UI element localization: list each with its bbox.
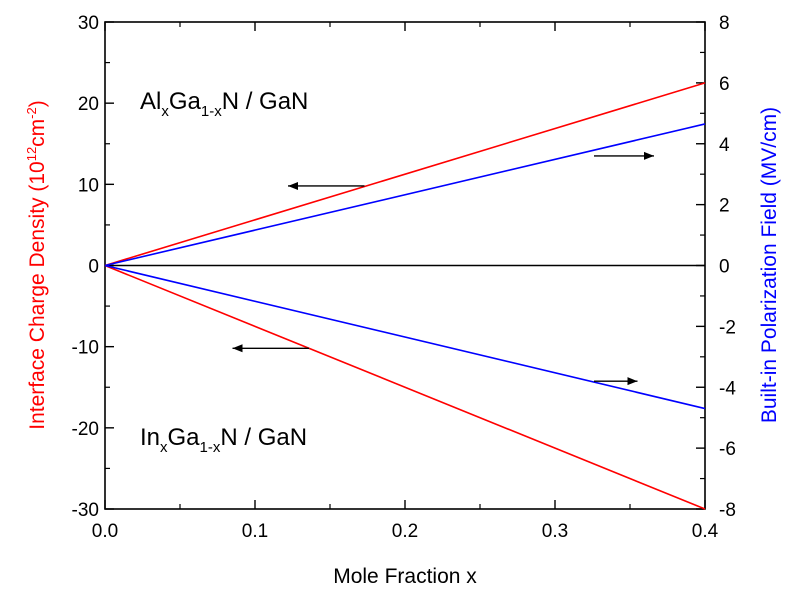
arrow-head-3 — [232, 344, 243, 353]
y-left-tick-label: 10 — [78, 175, 99, 196]
annotation-algan: AlxGa1-xN / GaN — [140, 88, 308, 120]
y-right-tick-label: -4 — [719, 378, 736, 399]
y-left-tick-label: -10 — [72, 338, 99, 359]
y-left-axis-title: Interface Charge Density (1012cm-2) — [24, 100, 49, 430]
x-axis-title: Mole Fraction x — [333, 565, 477, 588]
y-left-tick-label: 0 — [88, 257, 99, 278]
series-line-3 — [104, 264, 706, 510]
y-left-tick-label: -20 — [72, 419, 99, 440]
arrow-head-2 — [644, 151, 654, 160]
y-right-tick-label: -2 — [719, 317, 736, 338]
y-left-tick-labels: 30 20 10 0 -10 -20 -30 — [72, 13, 99, 521]
arrows-group — [232, 151, 654, 386]
series-line-2 — [104, 123, 706, 267]
arrow-head-4 — [627, 377, 638, 386]
y-right-tick-label: 4 — [719, 135, 730, 156]
y-right-tick-label: 2 — [719, 196, 730, 217]
arrow-head-1 — [288, 181, 298, 190]
y-right-tick-labels: 8 6 4 2 0 -2 -4 -6 -8 — [719, 13, 736, 521]
x-tick-label: 0.2 — [392, 521, 418, 542]
y-right-tick-label: 8 — [719, 13, 730, 34]
series-group — [104, 82, 706, 510]
y-right-tick-label: -6 — [719, 439, 736, 460]
x-tick-label: 0.0 — [92, 521, 118, 542]
x-tick-label: 0.4 — [692, 521, 719, 542]
x-tick-label: 0.1 — [242, 521, 268, 542]
x-tick-label: 0.3 — [542, 521, 568, 542]
x-tick-labels: 0.0 0.1 0.2 0.3 0.4 — [92, 521, 719, 542]
annotation-ingan: InxGa1-xN / GaN — [140, 424, 307, 456]
y-right-axis-title: Built-in Polarization Field (MV/cm) — [758, 107, 781, 423]
y-right-tick-label: -8 — [719, 500, 736, 521]
y-right-tick-label: 6 — [719, 74, 730, 95]
y-right-tick-label: 0 — [719, 257, 730, 278]
y-left-tick-label: 20 — [78, 94, 99, 115]
series-line-4 — [104, 264, 706, 410]
series-line-1 — [104, 82, 706, 267]
y-left-tick-label: 30 — [78, 13, 99, 34]
y-left-tick-label: -30 — [72, 500, 99, 521]
